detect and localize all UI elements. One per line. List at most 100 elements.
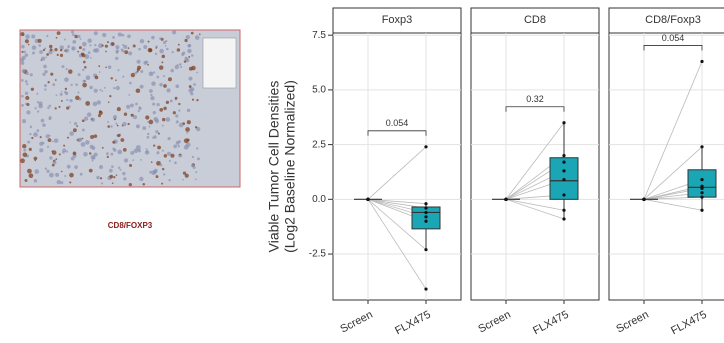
- stain-dot: [26, 110, 30, 114]
- stain-dot: [129, 183, 132, 186]
- stain-dot: [153, 170, 157, 174]
- stain-dot: [128, 94, 130, 96]
- stain-dot: [147, 133, 149, 135]
- stain-dot: [116, 174, 118, 176]
- y-tick-label: 7.5: [312, 30, 326, 41]
- stain-dot: [30, 126, 33, 129]
- stain-dot: [46, 134, 50, 138]
- stain-dot: [42, 123, 46, 127]
- stain-dot: [195, 126, 197, 128]
- stain-dot: [167, 152, 171, 156]
- stain-dot: [67, 137, 69, 139]
- stain-dot: [185, 57, 189, 61]
- stain-dot: [122, 50, 125, 53]
- stain-dot: [77, 35, 80, 38]
- stain-dot: [47, 81, 49, 83]
- stain-dot: [116, 86, 120, 90]
- stain-dot: [21, 51, 23, 53]
- stain-dot: [177, 145, 179, 147]
- stain-dot: [169, 160, 171, 162]
- stain-dot: [129, 164, 132, 167]
- stain-dot: [138, 110, 140, 112]
- stain-dot: [140, 85, 144, 89]
- stain-dot: [71, 46, 75, 50]
- stain-dot: [149, 126, 151, 128]
- stain-dot: [104, 87, 106, 89]
- stain-dot: [90, 145, 94, 149]
- stain-dot: [111, 165, 114, 168]
- stain-dot: [175, 97, 178, 100]
- stain-dot: [191, 87, 195, 91]
- stain-dot: [32, 51, 35, 54]
- stain-dot: [44, 70, 47, 73]
- stain-dot: [22, 119, 26, 123]
- stain-dot: [117, 125, 119, 127]
- stain-dot: [118, 33, 122, 37]
- stain-dot: [124, 113, 127, 116]
- stain-dot: [187, 44, 191, 48]
- panel-title: CD8/Foxp3: [645, 14, 701, 26]
- stain-dot: [36, 129, 39, 132]
- point: [562, 121, 565, 124]
- stain-dot: [159, 49, 164, 54]
- stain-dot: [105, 51, 107, 53]
- stain-dot: [99, 165, 103, 169]
- stain-dot: [149, 120, 154, 125]
- point: [700, 209, 703, 212]
- stain-dot: [178, 103, 180, 105]
- stain-dot: [49, 105, 52, 108]
- stain-dot: [68, 105, 71, 108]
- stain-dot: [133, 115, 137, 119]
- stain-dot: [149, 71, 154, 76]
- stain-dot: [102, 147, 104, 149]
- stain-dot: [152, 103, 155, 106]
- stain-dot: [118, 167, 120, 169]
- y-tick-label: -2.5: [309, 249, 327, 260]
- stain-dot: [71, 157, 75, 161]
- stain-dot: [55, 173, 59, 177]
- stain-dot: [139, 177, 143, 181]
- stain-dot: [122, 76, 124, 78]
- stain-dot: [41, 119, 45, 123]
- stain-dot: [147, 64, 149, 66]
- stain-dot: [165, 40, 167, 42]
- stain-dot: [28, 44, 30, 46]
- stain-dot: [151, 36, 155, 40]
- stain-dot: [155, 53, 157, 55]
- point: [700, 60, 703, 63]
- stain-dot: [155, 119, 159, 123]
- stain-dot: [124, 50, 128, 54]
- stain-dot: [112, 182, 114, 184]
- y-tick-label: 5.0: [312, 85, 326, 96]
- stain-dot: [160, 164, 162, 166]
- stain-dot: [155, 47, 157, 49]
- stain-dot: [113, 149, 116, 152]
- stain-dot: [91, 118, 95, 122]
- stain-dot: [116, 51, 119, 54]
- stain-dot: [55, 158, 57, 160]
- stain-dot: [123, 148, 127, 152]
- stain-dot: [132, 159, 134, 161]
- stain-dot: [32, 45, 37, 50]
- stain-dot: [53, 50, 55, 52]
- stain-dot: [92, 160, 94, 162]
- stain-dot: [108, 101, 110, 103]
- stain-dot: [49, 118, 51, 120]
- stain-dot: [53, 161, 57, 165]
- stain-dot: [72, 33, 75, 36]
- stain-dot: [184, 39, 187, 42]
- stain-dot: [60, 54, 63, 57]
- stain-dot: [128, 47, 130, 49]
- stain-dot: [117, 150, 122, 155]
- stain-dot: [112, 36, 115, 39]
- stain-dot: [34, 169, 39, 174]
- stain-dot: [109, 175, 113, 179]
- stain-dot: [93, 102, 98, 107]
- stain-dot: [105, 66, 107, 68]
- stain-dot: [48, 138, 52, 142]
- stain-dot: [82, 69, 84, 71]
- stain-dot: [108, 65, 112, 69]
- stain-dot: [170, 69, 173, 72]
- stain-dot: [43, 65, 47, 69]
- point: [700, 187, 703, 190]
